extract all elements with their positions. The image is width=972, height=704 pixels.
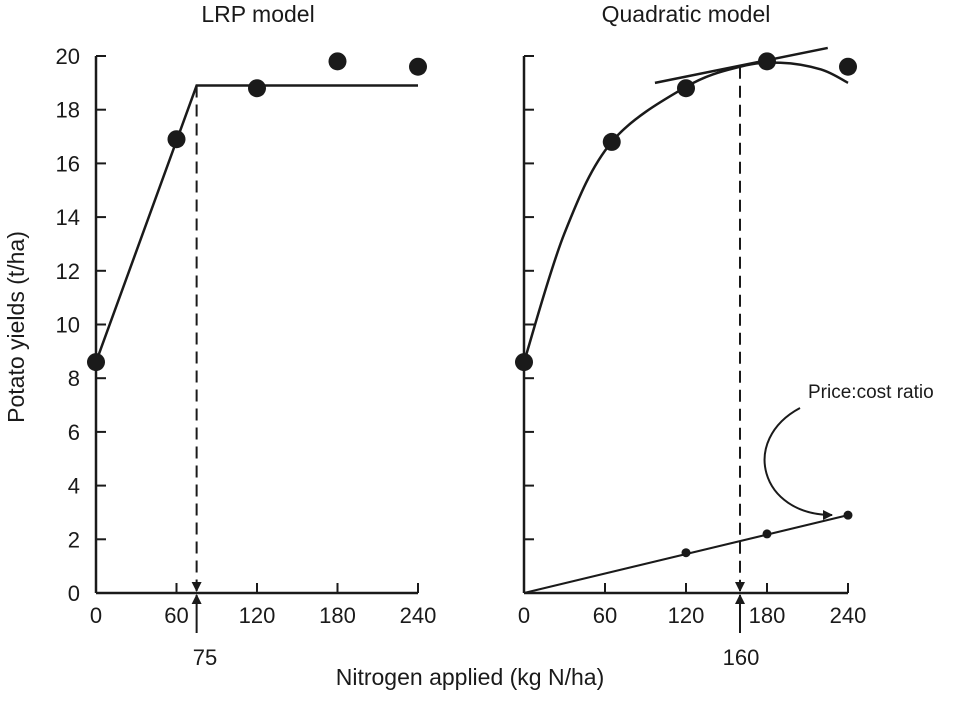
x-tick-label: 60 bbox=[164, 603, 188, 628]
observed-point bbox=[677, 79, 695, 98]
y-tick-label: 20 bbox=[56, 44, 80, 69]
observed-point bbox=[328, 52, 347, 71]
y-tick-label: 10 bbox=[56, 313, 80, 338]
observed-point bbox=[602, 132, 621, 151]
price-cost-point bbox=[762, 529, 772, 539]
y-tick-label: 8 bbox=[68, 366, 80, 391]
optimum-label-lrp: 75 bbox=[193, 645, 217, 670]
observed-point bbox=[758, 52, 776, 71]
optimum-label-quadratic: 160 bbox=[723, 645, 760, 670]
x-tick-label: 0 bbox=[518, 603, 530, 628]
quadratic-fitted-curve bbox=[522, 61, 849, 363]
x-tick-label: 180 bbox=[749, 603, 786, 628]
y-axis-label: Potato yields (t/ha) bbox=[3, 231, 29, 423]
price-cost-annotation: Price:cost ratio bbox=[808, 382, 934, 403]
tangent-line bbox=[654, 46, 828, 85]
y-tick-label: 0 bbox=[68, 581, 80, 606]
price-cost-point bbox=[681, 548, 691, 558]
x-tick-label: 60 bbox=[593, 603, 617, 628]
y-tick-label: 4 bbox=[68, 474, 80, 499]
x-axis-label: Nitrogen applied (kg N/ha) bbox=[336, 664, 604, 690]
observed-point bbox=[87, 353, 105, 372]
y-tick-label: 2 bbox=[68, 527, 80, 552]
x-tick-label: 120 bbox=[668, 603, 705, 628]
observed-point bbox=[409, 57, 427, 76]
observed-point bbox=[515, 353, 533, 372]
y-tick-label: 12 bbox=[56, 259, 80, 284]
right-panel-title: Quadratic model bbox=[602, 1, 771, 27]
x-tick-label: 240 bbox=[400, 603, 437, 628]
lrp-fitted-line bbox=[94, 84, 418, 363]
observed-point bbox=[248, 79, 266, 98]
price-cost-point bbox=[843, 510, 853, 520]
x-tick-label: 240 bbox=[830, 603, 867, 628]
observed-point bbox=[839, 57, 857, 76]
annotation-arrow bbox=[763, 407, 833, 520]
y-tick-label: 6 bbox=[68, 420, 80, 445]
x-tick-label: 0 bbox=[90, 603, 102, 628]
x-tick-label: 120 bbox=[239, 603, 276, 628]
left-panel-title: LRP model bbox=[201, 1, 314, 27]
observed-point bbox=[167, 130, 186, 149]
x-tick-label: 180 bbox=[319, 603, 356, 628]
y-tick-label: 18 bbox=[56, 98, 80, 123]
y-tick-label: 14 bbox=[56, 205, 80, 230]
y-tick-label: 16 bbox=[56, 151, 80, 176]
